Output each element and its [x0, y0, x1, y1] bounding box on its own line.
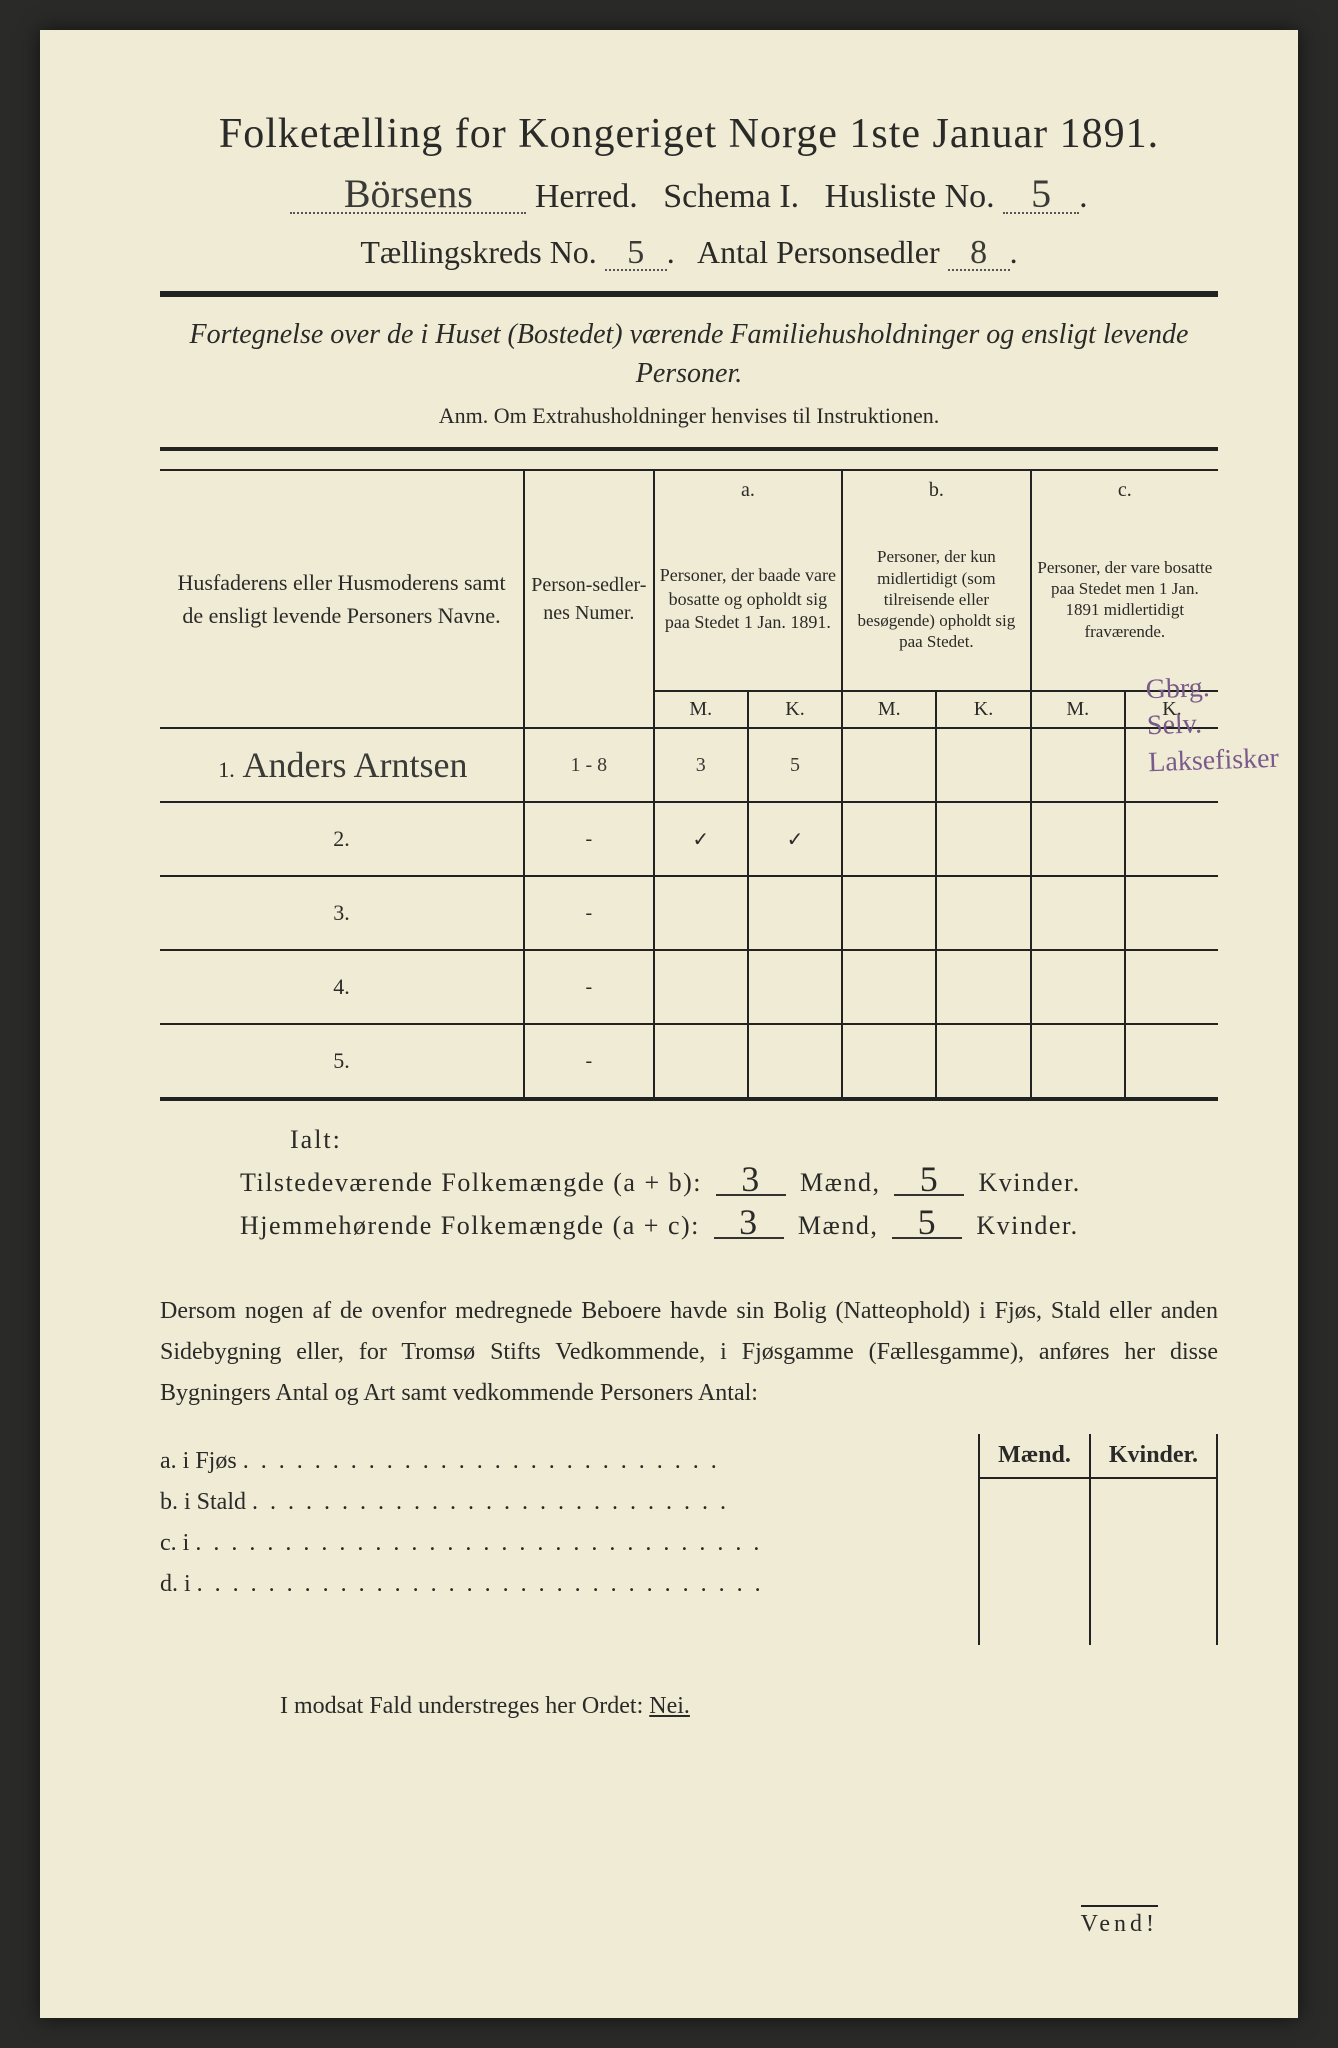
divider-1 [160, 291, 1218, 297]
fjos-section: a. i Fjøs . . . . . . . . . . . . . . . … [160, 1434, 1218, 1645]
modsat-line: I modsat Fald understreges her Ordet: Ne… [280, 1693, 1218, 1720]
herred-name-handwritten: Börsens [290, 176, 526, 214]
th-b-k: K. [936, 691, 1030, 728]
fjos-line-b: b. i Stald . . . . . . . . . . . . . . .… [160, 1489, 966, 1516]
col-header-c-text: Personer, der vare bosatte paa Stedet me… [1031, 508, 1218, 691]
th-a-m: M. [654, 691, 748, 728]
sum1-m: 3 [716, 1165, 786, 1196]
fjos-line-a: a. i Fjøs . . . . . . . . . . . . . . . … [160, 1448, 966, 1475]
sum2-k: 5 [892, 1208, 962, 1239]
sum2-m: 3 [714, 1208, 784, 1239]
col-header-c-label: c. [1031, 470, 1218, 508]
mk-header-k: Kvinder. [1090, 1434, 1217, 1478]
th-b-m: M. [842, 691, 936, 728]
fjos-line-c: c. i . . . . . . . . . . . . . . . . . .… [160, 1530, 966, 1557]
anm-text: Anm. Om Extrahusholdninger henvises til … [160, 403, 1218, 429]
th-a-k: K. [748, 691, 842, 728]
ialt-label: Ialt: [290, 1125, 1218, 1155]
husliste-no-handwritten: 5 [1003, 176, 1079, 214]
census-table: Husfaderens eller Husmoderens samt de en… [160, 469, 1218, 1101]
table-row: 5. - [160, 1024, 1218, 1099]
schema-label: Schema I. [663, 178, 799, 215]
header-line-2: Börsens Herred. Schema I. Husliste No. 5… [160, 176, 1218, 216]
col-header-b-label: b. [842, 470, 1031, 508]
table-row: 3. - [160, 876, 1218, 950]
dersom-paragraph: Dersom nogen af de ovenfor medregnede Be… [160, 1291, 1218, 1413]
table-row: 2. - ✓ ✓ [160, 802, 1218, 876]
kreds-no-handwritten: 5 [605, 238, 667, 271]
cell-ak: ✓ [748, 802, 842, 876]
antal-no-handwritten: 8 [948, 238, 1010, 271]
kreds-label: Tællingskreds No. [360, 234, 596, 270]
fjos-list: a. i Fjøs . . . . . . . . . . . . . . . … [160, 1434, 966, 1645]
table-row: 4. - [160, 950, 1218, 1024]
nei-underlined: Nei. [649, 1693, 690, 1719]
main-title: Folketælling for Kongeriget Norge 1ste J… [160, 110, 1218, 158]
col-header-number: Person-sedler-nes Numer. [524, 470, 654, 728]
cell-num: 1 - 8 [524, 728, 654, 802]
fjos-line-d: d. i . . . . . . . . . . . . . . . . . .… [160, 1571, 966, 1598]
vend-label: Vend! [1081, 1905, 1158, 1938]
mk-header-m: Mænd. [979, 1434, 1090, 1478]
census-form-page: Folketælling for Kongeriget Norge 1ste J… [40, 30, 1298, 2018]
subtitle-text: Fortegnelse over de i Huset (Bostedet) v… [160, 315, 1218, 393]
cell-am: 3 [654, 728, 748, 802]
divider-2 [160, 447, 1218, 451]
th-c-m: M. [1031, 691, 1125, 728]
cell-num: - [524, 802, 654, 876]
sum1-k: 5 [894, 1165, 964, 1196]
table-header-row-1: Husfaderens eller Husmoderens samt de en… [160, 470, 1218, 508]
husliste-label: Husliste No. [825, 178, 995, 215]
margin-annotation: Gbrg. Selv. Laksefisker [1146, 668, 1280, 782]
mk-table: Mænd. Kvinder. [978, 1434, 1218, 1645]
name-handwritten: Anders Arntsen [243, 745, 468, 785]
col-header-a-label: a. [654, 470, 843, 508]
cell-cm [1031, 728, 1125, 802]
col-header-a-text: Personer, der baade vare bosatte og opho… [654, 508, 843, 691]
cell-ak: 5 [748, 728, 842, 802]
antal-label: Antal Personsedler [697, 234, 940, 270]
header-line-3: Tællingskreds No. 5. Antal Personsedler … [160, 234, 1218, 271]
herred-label: Herred. [535, 178, 638, 215]
cell-bm [842, 728, 936, 802]
table-row: 1. Anders Arntsen 1 - 8 3 5 [160, 728, 1218, 802]
sum-line-2: Hjemmehørende Folkemængde (a + c): 3 Mæn… [240, 1208, 1218, 1241]
col-header-b-text: Personer, der kun midlertidigt (som tilr… [842, 508, 1031, 691]
sum-line-1: Tilstedeværende Folkemængde (a + b): 3 M… [240, 1165, 1218, 1198]
cell-am: ✓ [654, 802, 748, 876]
col-header-name: Husfaderens eller Husmoderens samt de en… [160, 470, 524, 728]
cell-bk [936, 728, 1030, 802]
